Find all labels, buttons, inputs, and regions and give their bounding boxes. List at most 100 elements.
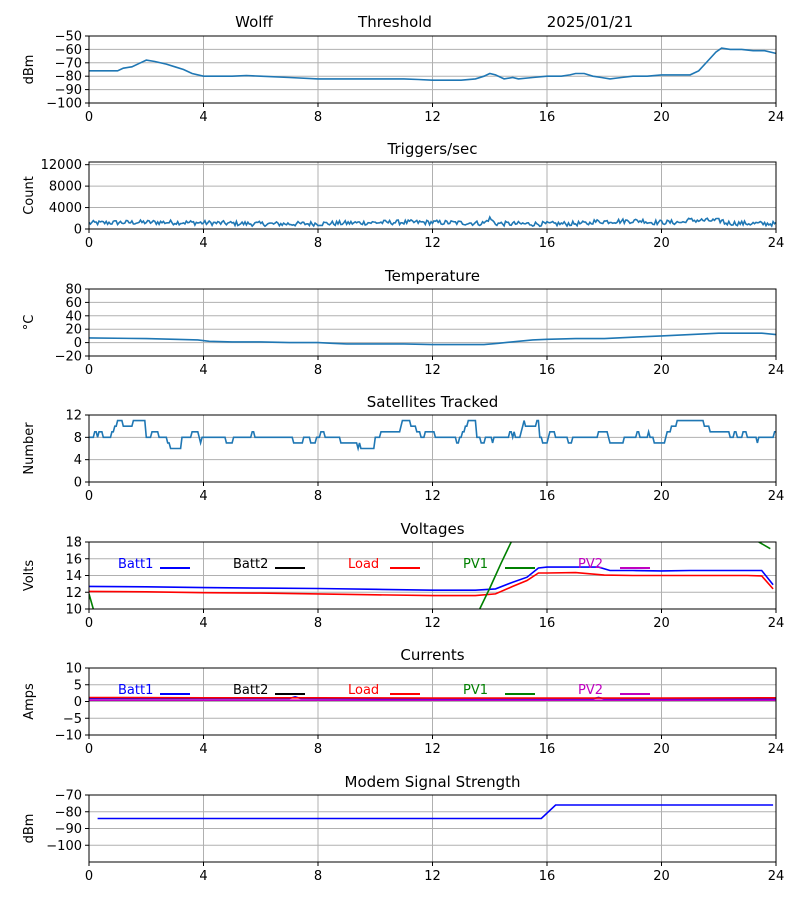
series-modem-line: [97, 804, 774, 820]
x-tick-label: 0: [85, 110, 93, 125]
y-tick-label: 14: [65, 569, 82, 584]
legend-label-pv2: PV2: [578, 683, 603, 698]
y-axis-label: Count: [22, 176, 37, 215]
y-tick-label: 10: [65, 603, 82, 618]
y-tick-label: −20: [55, 350, 82, 365]
x-tick-label: 8: [314, 742, 322, 757]
x-tick-label: 0: [85, 236, 93, 251]
x-tick-label: 8: [314, 236, 322, 251]
y-tick-label: 0: [74, 336, 82, 351]
x-tick-label: 12: [424, 489, 441, 504]
panel-modem: 0 4 8 12 16 20 24 −100 −90 −80−70 Modem Signal Str…: [22, 773, 784, 884]
y-tick-label: 20: [65, 323, 82, 338]
x-tick-label: 4: [199, 616, 207, 631]
y-tick-label: −50: [55, 30, 82, 45]
x-tick-label: 8: [314, 363, 322, 378]
legend-label-pv2: PV2: [578, 557, 603, 572]
y-tick-label: −90: [55, 83, 82, 98]
y-tick-label: 8: [74, 431, 82, 446]
panel-title: Temperature: [384, 267, 480, 285]
y-tick-label: 40: [65, 309, 82, 324]
y-tick-label: 10: [65, 662, 82, 677]
x-tick-label: 8: [314, 489, 322, 504]
x-tick-label: 12: [424, 236, 441, 251]
x-tick-label: 16: [539, 869, 556, 884]
x-tick-label: 24: [768, 110, 785, 125]
y-tick-label: −10: [55, 729, 82, 744]
y-tick-label: −70: [55, 56, 82, 71]
y-tick-label: −80: [55, 805, 82, 820]
series-triggers-line: [89, 215, 776, 228]
x-tick-label: 4: [199, 236, 207, 251]
y-axis-label: Number: [22, 422, 37, 475]
y-tick-label: 16: [65, 552, 82, 567]
x-tick-label: 4: [199, 489, 207, 504]
y-tick-label: 80: [65, 283, 82, 298]
x-tick-label: 20: [653, 489, 670, 504]
y-tick-label: 12: [65, 586, 82, 601]
legend-label-batt2: Batt2: [233, 557, 268, 572]
panel-title: Voltages: [400, 520, 464, 538]
x-tick-label: 4: [199, 869, 207, 884]
y-tick-label: −100: [46, 839, 82, 854]
x-tick-label: 8: [314, 110, 322, 125]
x-tick-label: 20: [653, 363, 670, 378]
y-axis-label: °C: [22, 315, 37, 331]
y-axis-label: Volts: [22, 560, 37, 592]
series-Batt1-line: [89, 566, 774, 591]
x-tick-label: 16: [539, 236, 556, 251]
panel-title: Satellites Tracked: [367, 393, 498, 411]
x-tick-label: 16: [539, 616, 556, 631]
legend-label-batt1: Batt1: [118, 557, 153, 572]
panel-threshold: 0 4 8 12 16 20 24 −100−90−80−70−60−50 dBm: [22, 30, 784, 126]
x-tick-label: 12: [424, 110, 441, 125]
x-tick-label: 12: [424, 869, 441, 884]
header-mode: Threshold: [357, 13, 432, 31]
x-tick-label: 8: [314, 616, 322, 631]
y-tick-label: 0: [74, 223, 82, 238]
y-tick-label: −90: [55, 822, 82, 837]
x-tick-label: 24: [768, 363, 785, 378]
series-temperature-line: [89, 332, 776, 346]
legend-label-batt2: Batt2: [233, 683, 268, 698]
x-tick-label: 20: [653, 869, 670, 884]
y-tick-label: 4000: [49, 201, 82, 216]
y-tick-label: 5: [74, 678, 82, 693]
legend-label-pv1: PV1: [463, 557, 488, 572]
legend-label-pv1: PV1: [463, 683, 488, 698]
x-tick-label: 24: [768, 236, 785, 251]
legend-label-load: Load: [348, 683, 379, 698]
x-tick-label: 0: [85, 489, 93, 504]
x-tick-label: 24: [768, 489, 785, 504]
y-tick-label: 12: [65, 409, 82, 424]
y-tick-label: 18: [65, 536, 82, 551]
x-tick-label: 4: [199, 110, 207, 125]
panel-title: Currents: [400, 646, 464, 664]
y-tick-label: −100: [46, 97, 82, 112]
x-tick-label: 20: [653, 742, 670, 757]
x-tick-label: 12: [424, 742, 441, 757]
y-tick-label: −70: [55, 789, 82, 804]
series-Load-line: [89, 696, 776, 699]
y-tick-label: 8000: [49, 180, 82, 195]
y-tick-label: 0: [74, 695, 82, 710]
x-tick-label: 0: [85, 363, 93, 378]
x-tick-label: 24: [768, 742, 785, 757]
x-tick-label: 20: [653, 616, 670, 631]
x-tick-label: 8: [314, 869, 322, 884]
panel-triggers: 0 4 8 12 16 20 24 0 4000 8000 12000 Triggers/sec Cou…: [22, 140, 784, 251]
series-Load-line: [89, 571, 774, 597]
x-tick-label: 12: [424, 363, 441, 378]
x-tick-label: 16: [539, 110, 556, 125]
x-tick-label: 16: [539, 363, 556, 378]
x-tick-label: 20: [653, 236, 670, 251]
y-tick-label: 4: [74, 453, 82, 468]
y-tick-label: 0: [74, 476, 82, 491]
y-tick-label: −60: [55, 43, 82, 58]
